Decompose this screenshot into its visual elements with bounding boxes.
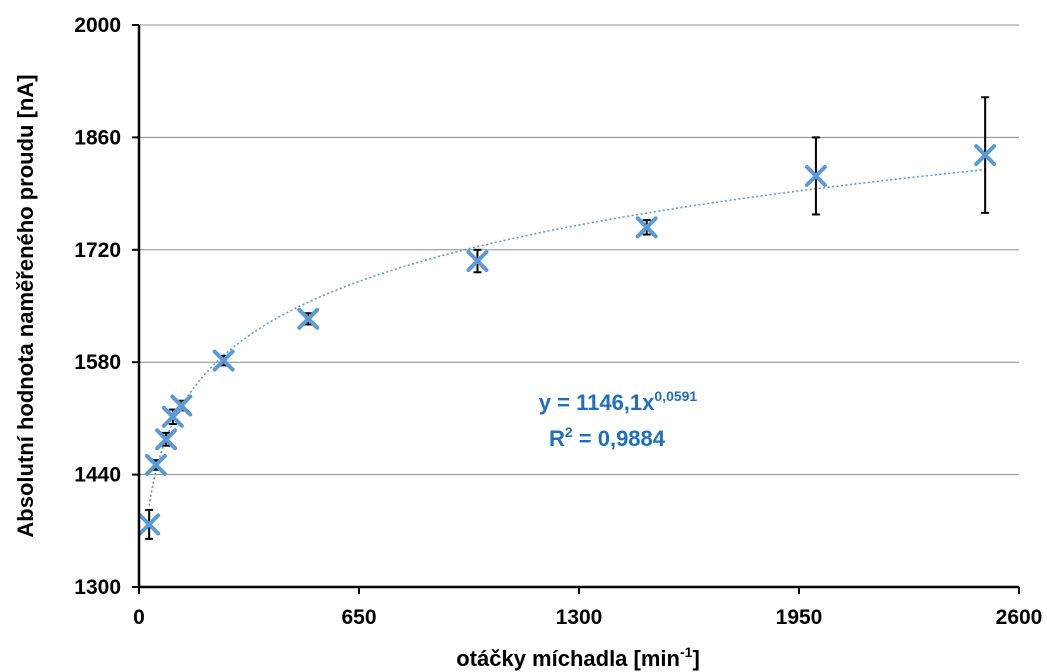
data-point [212,349,235,372]
axes [132,24,1020,594]
error-bars [145,96,990,540]
x-tick-label: 2600 [996,606,1043,629]
y-axis-title: Absolutní hodnota naměřeného proudu [nA] [13,74,38,537]
x-tick-label: 1300 [556,606,603,629]
data-point [635,216,658,239]
x-tick-label: 650 [341,606,376,629]
data-point [170,394,193,417]
r2-letter: R [549,426,565,451]
x-tick-labels: 0 650 1300 1950 2600 [133,606,1042,629]
data-point [974,144,997,167]
gridlines [139,24,1019,476]
x-tick-label: 0 [133,606,145,629]
equation-text: y = 1146,1x [539,390,655,415]
y-tick-label: 1440 [74,464,121,487]
trendline-curve [148,168,986,506]
x-axis-title: otáčky míchadla [min-1] [456,644,700,671]
x-axis-title-sup: -1 [680,644,693,660]
data-point [138,513,161,536]
y-tick-label: 1720 [74,239,121,262]
data-point [804,164,827,187]
data-point [466,250,489,273]
y-tick-label: 1580 [74,351,121,374]
data-markers [138,144,997,536]
equation-exponent: 0,0591 [654,388,697,404]
r2-exponent: 2 [565,424,573,440]
x-axis-title-end: ] [692,646,699,671]
x-axis-title-main: otáčky míchadla [min [456,646,680,671]
y-tick-label: 2000 [74,14,121,37]
y-tick-labels: 1300 1440 1580 1720 1860 2000 [74,14,121,599]
r-squared-label: R2 = 0,9884 [549,424,666,451]
r2-value: = 0,9884 [573,426,666,451]
equation-label: y = 1146,1x0,0591 [539,388,698,415]
data-point [155,428,178,451]
y-tick-label: 1300 [74,576,121,599]
trendline-group [148,168,986,506]
x-tick-label: 1950 [776,606,823,629]
data-point [297,307,320,330]
data-point [144,453,167,476]
y-tick-label: 1860 [74,126,121,149]
